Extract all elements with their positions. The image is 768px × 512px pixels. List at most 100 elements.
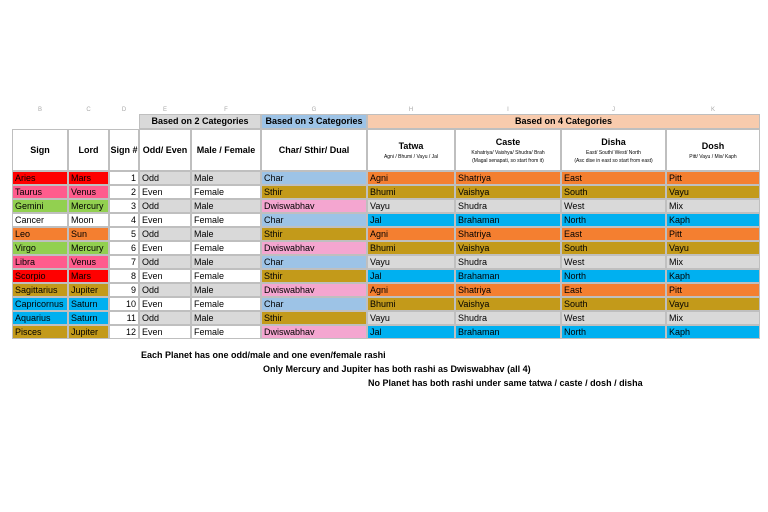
cell: Shudra (455, 311, 561, 325)
column-letter: H (408, 107, 414, 113)
column-header: Caste Kshatriya/ Vaishya/ Shudra/ Brah (Ma… (455, 129, 561, 171)
column-letter: I (507, 107, 509, 113)
cell: Female (191, 185, 261, 199)
cell: 4 (109, 213, 139, 227)
cell: 11 (109, 311, 139, 325)
cell: Bhumi (367, 297, 455, 311)
cell: Odd (139, 283, 191, 297)
cell: Dwiswabhav (261, 325, 367, 339)
header-title: Tatwa (398, 140, 424, 151)
cell: Dwiswabhav (261, 241, 367, 255)
cell: Venus (68, 255, 109, 269)
cell: Agni (367, 171, 455, 185)
cell: Mix (666, 199, 760, 213)
cell: Brahaman (455, 325, 561, 339)
cell: 10 (109, 297, 139, 311)
cell: Male (191, 171, 261, 185)
cell: Char (261, 213, 367, 227)
column-header: Lord (68, 129, 109, 171)
cell: Sthir (261, 311, 367, 325)
cell: 9 (109, 283, 139, 297)
cell: Vaishya (455, 241, 561, 255)
cell: Sthir (261, 269, 367, 283)
cell: Odd (139, 311, 191, 325)
cell: Char (261, 255, 367, 269)
cell: Female (191, 213, 261, 227)
header-subtitle: East/ South/ West/ North (586, 149, 641, 156)
cell: Mars (68, 171, 109, 185)
header-title: Caste (495, 136, 521, 147)
cell: North (561, 213, 666, 227)
cell: 1 (109, 171, 139, 185)
cell: Mix (666, 311, 760, 325)
cell: Vayu (666, 185, 760, 199)
header-title: Sign (30, 144, 50, 155)
group-header: Based on 2 Categories (139, 114, 261, 129)
column-letter: B (37, 107, 42, 113)
cell: Vaishya (455, 185, 561, 199)
group-header: Based on 4 Categories (367, 114, 760, 129)
cell: Vayu (666, 297, 760, 311)
cell: South (561, 185, 666, 199)
column-header: Tatwa Agni / Bhumi / Vayu / Jal (367, 129, 455, 171)
cell: Bhumi (367, 185, 455, 199)
cell: East (561, 171, 666, 185)
cell: Pisces (12, 325, 68, 339)
cell: 12 (109, 325, 139, 339)
cell: West (561, 255, 666, 269)
column-header: Disha East/ South/ West/ North (Asc dise i… (561, 129, 666, 171)
cell: Vayu (367, 311, 455, 325)
cell: East (561, 227, 666, 241)
column-letter: J (612, 107, 615, 113)
cell: Mix (666, 255, 760, 269)
cell: Agni (367, 227, 455, 241)
cell: Shatriya (455, 171, 561, 185)
column-header: Char/ Sthir/ Dual (261, 129, 367, 171)
header-subtitle: Kshatriya/ Vaishya/ Shudra/ Brah (471, 149, 545, 156)
cell: Male (191, 199, 261, 213)
cell: Sthir (261, 185, 367, 199)
cell: South (561, 241, 666, 255)
header-subtitle: Pitt/ Vayu / Mix/ Kaph (689, 153, 737, 160)
column-header: Odd/ Even (139, 129, 191, 171)
column-letter: C (86, 107, 91, 113)
cell: Jupiter (68, 325, 109, 339)
cell: Taurus (12, 185, 68, 199)
cell: Female (191, 241, 261, 255)
cell: 2 (109, 185, 139, 199)
cell: Capricornus (12, 297, 68, 311)
cell: Vayu (666, 241, 760, 255)
cell: Pitt (666, 283, 760, 297)
cell: Kaph (666, 213, 760, 227)
cell: Jal (367, 269, 455, 283)
cell: Sthir (261, 227, 367, 241)
cell: Brahaman (455, 213, 561, 227)
cell: 8 (109, 269, 139, 283)
header-title: Char/ Sthir/ Dual (278, 144, 350, 155)
cell: Even (139, 241, 191, 255)
cell: Sagittarius (12, 283, 68, 297)
note: Only Mercury and Jupiter has both rashi … (263, 364, 531, 374)
column-letter: E (162, 107, 167, 113)
cell: Shatriya (455, 283, 561, 297)
column-letter: F (224, 107, 228, 113)
cell: 5 (109, 227, 139, 241)
cell: Mercury (68, 241, 109, 255)
cell: Aquarius (12, 311, 68, 325)
column-header: Sign # (109, 129, 139, 171)
cell: North (561, 269, 666, 283)
cell: Dwiswabhav (261, 283, 367, 297)
cell: Brahaman (455, 269, 561, 283)
cell: Even (139, 185, 191, 199)
cell: Cancer (12, 213, 68, 227)
cell: Char (261, 297, 367, 311)
cell: Even (139, 297, 191, 311)
header-subtitle: Agni / Bhumi / Vayu / Jal (383, 153, 439, 160)
cell: Vayu (367, 255, 455, 269)
cell: West (561, 199, 666, 213)
column-letter: D (121, 107, 127, 113)
cell: Venus (68, 185, 109, 199)
cell: Male (191, 255, 261, 269)
group-header: Based on 3 Categories (261, 114, 367, 129)
